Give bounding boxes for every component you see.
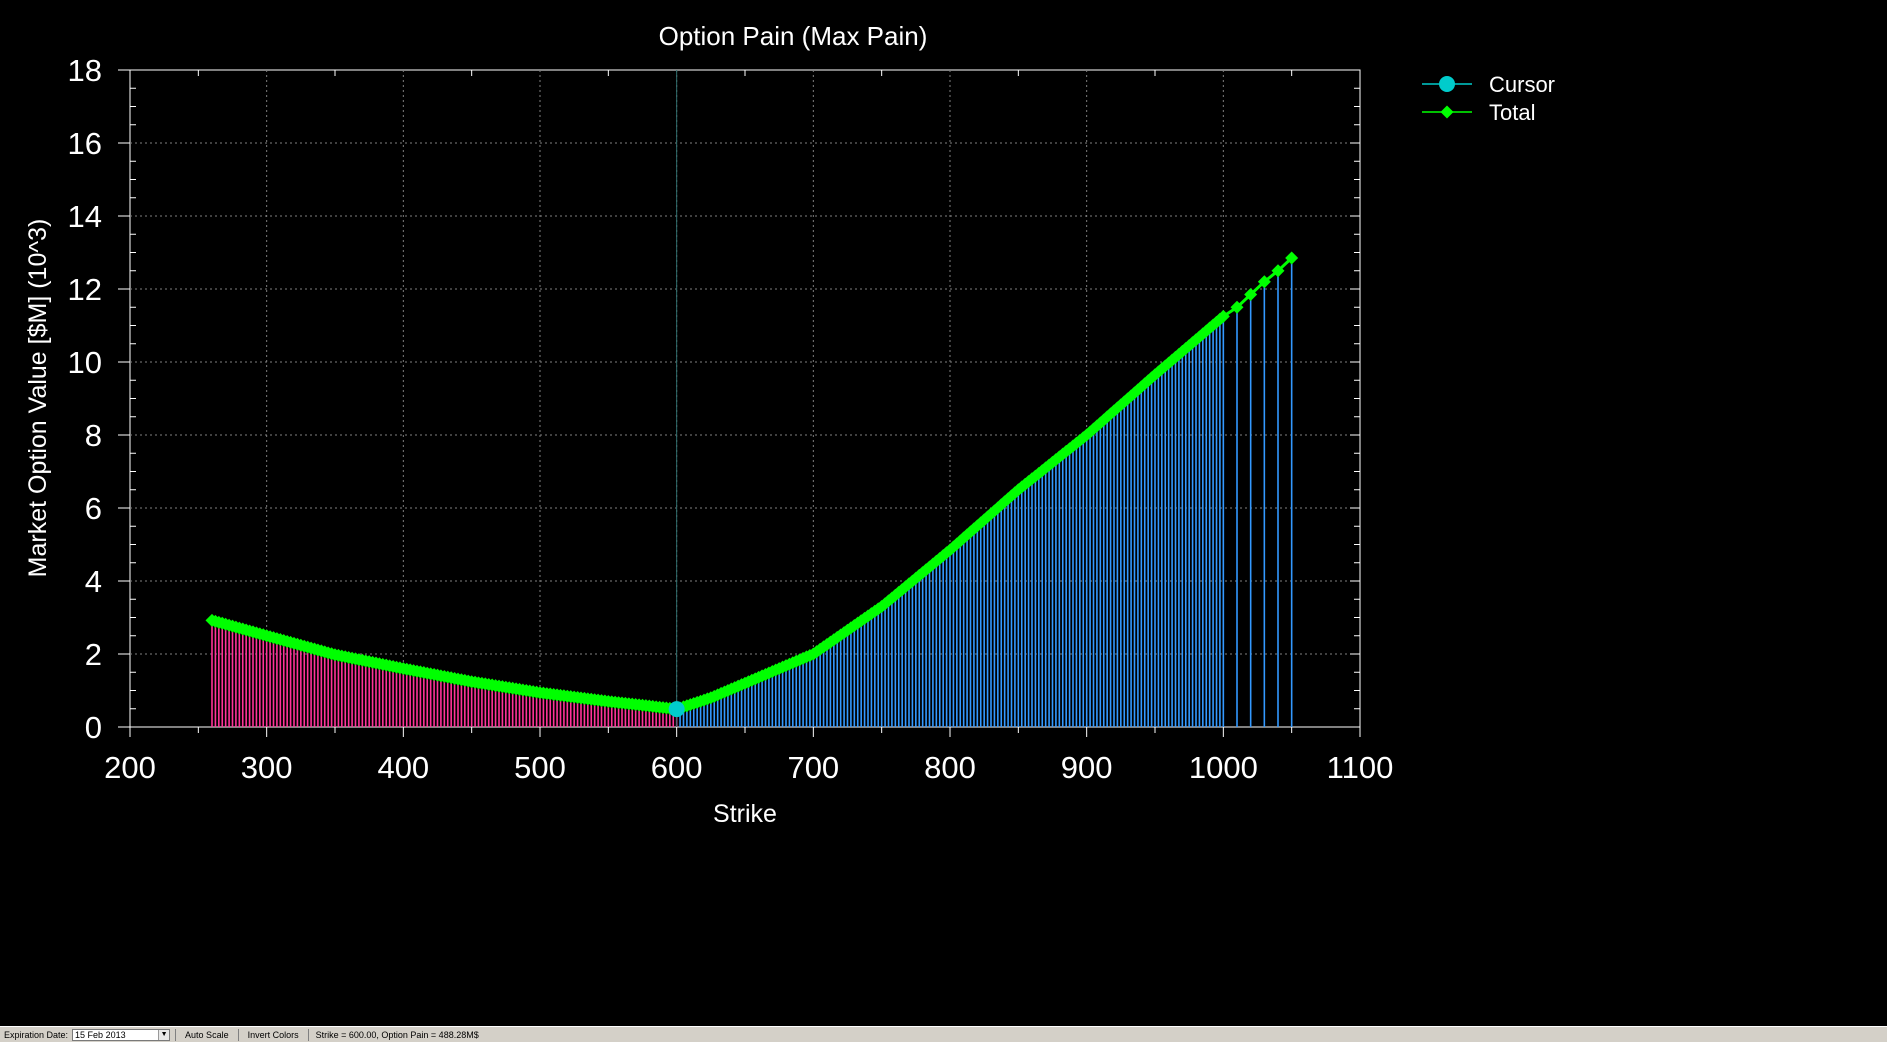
legend-circle-marker bbox=[1439, 76, 1455, 92]
legend-item-total[interactable]: Total bbox=[1422, 100, 1535, 125]
legend[interactable]: Cursor Total bbox=[1422, 72, 1555, 125]
x-tick-label: 400 bbox=[377, 750, 429, 785]
x-tick-label: 600 bbox=[651, 750, 703, 785]
stem-bars bbox=[211, 257, 1293, 727]
legend-diamond-marker bbox=[1440, 105, 1454, 119]
toolbar-separator bbox=[307, 1028, 309, 1041]
x-axis-label: Strike bbox=[713, 800, 777, 828]
y-tick-label: 2 bbox=[85, 637, 102, 672]
y-tick-label: 6 bbox=[85, 491, 102, 526]
x-tick-label: 1000 bbox=[1189, 750, 1258, 785]
auto-scale-button[interactable]: Auto Scale bbox=[185, 1029, 229, 1040]
y-tick-label: 8 bbox=[85, 418, 102, 453]
y-tick-label: 14 bbox=[68, 199, 102, 234]
y-tick-label: 12 bbox=[68, 272, 102, 307]
y-tick-label: 18 bbox=[68, 53, 102, 88]
axis-ticks: 200 300 400 500 600 700 800 900 1000 1100 0 2 4 6 8 10 1… bbox=[68, 53, 1394, 785]
cursor-point[interactable] bbox=[668, 701, 685, 718]
toolbar-separator bbox=[175, 1028, 177, 1041]
x-tick-label: 700 bbox=[787, 750, 839, 785]
chevron-down-icon[interactable]: ▼ bbox=[158, 1029, 170, 1040]
cursor-readout: Strike = 600.00, Option Pain = 488.28M$ bbox=[315, 1029, 479, 1040]
x-tick-label: 300 bbox=[241, 750, 293, 785]
expiration-date-value: 15 Feb 2013 bbox=[75, 1029, 126, 1040]
legend-label: Total bbox=[1489, 100, 1535, 125]
legend-item-cursor[interactable]: Cursor bbox=[1422, 72, 1555, 97]
x-tick-label: 900 bbox=[1061, 750, 1113, 785]
total-point bbox=[1230, 300, 1244, 314]
invert-colors-button[interactable]: Invert Colors bbox=[247, 1029, 299, 1040]
toolbar-separator bbox=[237, 1028, 239, 1041]
y-axis-label: Market Option Value [$M] (10^3) bbox=[24, 219, 52, 578]
x-tick-label: 1100 bbox=[1327, 750, 1394, 785]
status-bar: Expiration Date: 15 Feb 2013 ▼ Auto Scal… bbox=[0, 1026, 1887, 1042]
x-tick-label: 500 bbox=[514, 750, 566, 785]
total-point bbox=[1285, 251, 1299, 265]
y-tick-label: 16 bbox=[68, 126, 102, 161]
x-tick-label: 800 bbox=[924, 750, 976, 785]
expiration-date-select[interactable]: 15 Feb 2013 ▼ bbox=[72, 1028, 171, 1041]
total-point bbox=[1244, 287, 1258, 301]
expiration-label: Expiration Date: bbox=[4, 1029, 69, 1040]
x-tick-label: 200 bbox=[104, 750, 156, 785]
total-line bbox=[211, 256, 1293, 711]
y-tick-label: 4 bbox=[85, 564, 102, 599]
total-point bbox=[1257, 275, 1271, 289]
y-tick-label: 10 bbox=[68, 345, 102, 380]
total-point bbox=[1271, 264, 1285, 278]
chart-title: Option Pain (Max Pain) bbox=[659, 21, 928, 51]
series-markers bbox=[205, 251, 1299, 718]
total-point bbox=[1216, 309, 1230, 323]
legend-label: Cursor bbox=[1489, 72, 1555, 97]
y-tick-label: 0 bbox=[85, 710, 102, 745]
